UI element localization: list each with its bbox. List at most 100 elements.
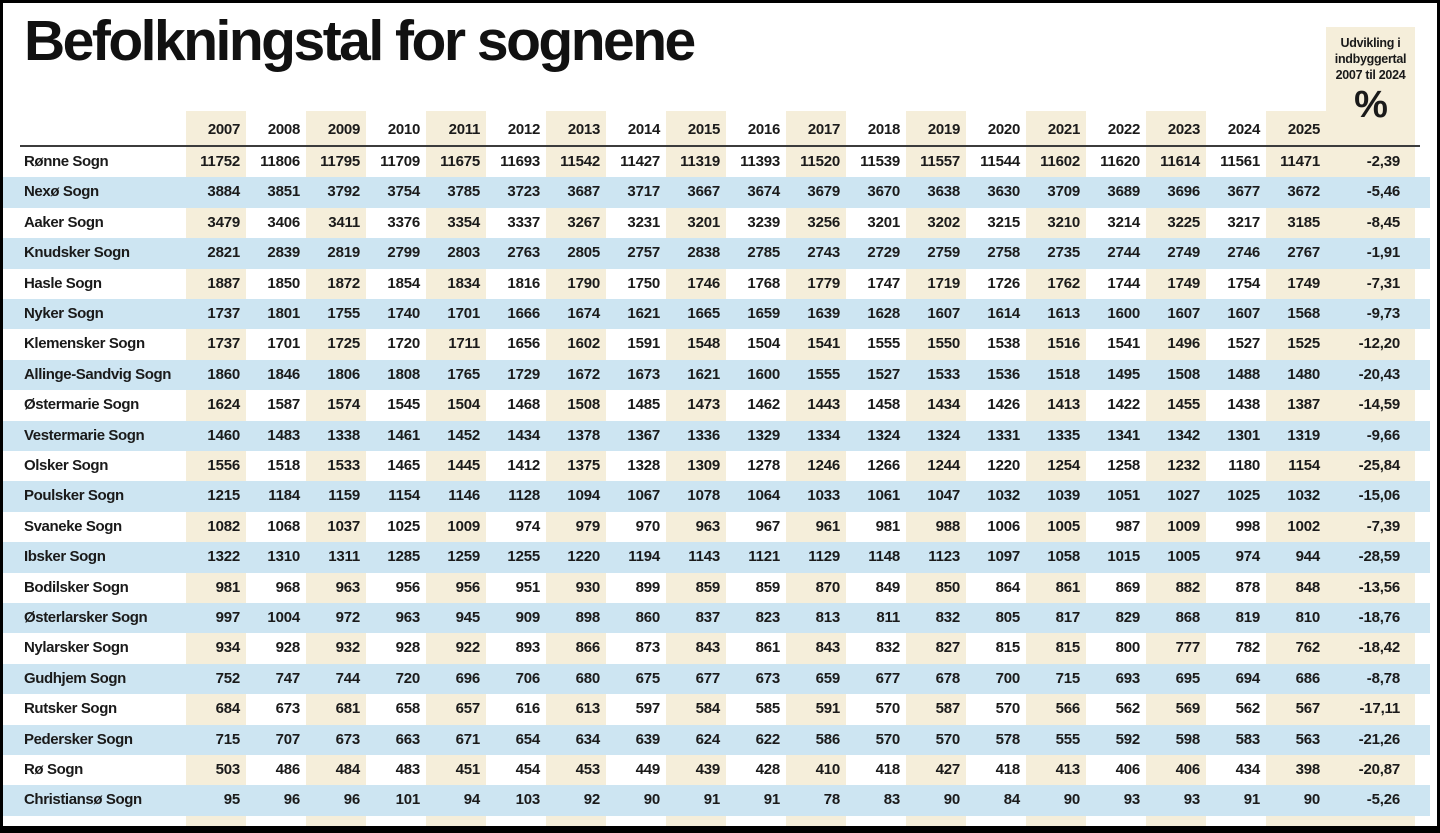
population-cell: 1148 xyxy=(868,548,900,566)
year-label: 2020 xyxy=(987,121,1020,138)
population-cell: 1324 xyxy=(867,426,900,444)
change-cell: -5,26 xyxy=(1366,791,1400,809)
population-cell: 84 xyxy=(1003,791,1020,809)
population-cell: 1232 xyxy=(1146,451,1206,482)
population-cell: 11319 xyxy=(666,147,726,178)
population-cell: 974 xyxy=(1235,548,1261,566)
population-cell: 1254 xyxy=(1026,451,1086,482)
population-cell: 92 xyxy=(583,791,600,809)
population-cell: 1324 xyxy=(927,426,960,444)
year-label: 2016 xyxy=(747,121,780,138)
population-cell: 930 xyxy=(546,572,606,603)
population-cell: 3689 xyxy=(1107,183,1140,201)
population-cell: 1051 xyxy=(1107,487,1140,505)
population-cell: 1338 xyxy=(327,426,360,444)
population-cell: 1790 xyxy=(546,268,606,299)
population-cell: 706 xyxy=(515,669,541,687)
parish-name: Rø Sogn xyxy=(24,761,83,778)
population-cell: 744 xyxy=(335,669,361,687)
population-cell: 866 xyxy=(546,633,606,664)
column-stripe xyxy=(1266,816,1326,826)
population-cell: 934 xyxy=(186,633,246,664)
population-cell: 1154 xyxy=(388,487,420,505)
population-cell: 439 xyxy=(666,755,726,786)
population-cell: 963 xyxy=(395,609,421,626)
population-cell: 829 xyxy=(1115,609,1141,626)
population-cell: 1550 xyxy=(906,329,966,360)
year-label: 2011 xyxy=(426,111,486,145)
population-cell: 837 xyxy=(695,609,721,626)
population-cell: 1808 xyxy=(387,365,420,383)
population-cell: 1765 xyxy=(447,365,480,383)
population-cell: 1334 xyxy=(807,426,840,444)
population-cell: 1322 xyxy=(207,548,240,566)
population-cell: 1445 xyxy=(426,451,486,482)
change-cell: -12,20 xyxy=(1326,329,1415,360)
population-cell: 95 xyxy=(223,791,240,809)
population-cell: 1518 xyxy=(267,457,300,474)
population-cell: 1504 xyxy=(747,335,780,353)
population-cell: 678 xyxy=(935,669,961,687)
population-cell: 1541 xyxy=(786,329,846,360)
population-cell: 680 xyxy=(575,669,601,687)
population-cell: 584 xyxy=(666,694,726,725)
population-cell: 922 xyxy=(426,633,486,664)
population-cell: 1129 xyxy=(808,548,840,566)
change-cell: -25,84 xyxy=(1326,451,1415,482)
population-cell: 90 xyxy=(643,791,660,809)
year-label: 2015 xyxy=(666,111,726,145)
population-cell: 1621 xyxy=(687,365,720,383)
population-cell: 1311 xyxy=(328,548,360,566)
population-cell: 1496 xyxy=(1146,329,1206,360)
population-cell: 1006 xyxy=(987,517,1020,535)
population-cell: 700 xyxy=(995,669,1021,687)
population-cell: 3231 xyxy=(627,213,660,231)
population-cell: 2758 xyxy=(987,244,1020,262)
table-row: Østermarie Sogn 1624 1587 1574 1545 1504 1468 1… xyxy=(3,390,1430,421)
year-label: 2022 xyxy=(1107,121,1140,138)
table-row: Østerlarsker Sogn 997 1004 972 963 945 909 898 8… xyxy=(3,603,1430,634)
population-cell: 686 xyxy=(1295,669,1321,687)
population-cell: 434 xyxy=(1235,761,1261,778)
population-cell: 1460 xyxy=(207,426,240,444)
population-cell: 1541 xyxy=(1107,335,1140,353)
population-cell: 1587 xyxy=(267,396,300,414)
population-cell: 2805 xyxy=(567,244,600,262)
population-cell: 569 xyxy=(1146,694,1206,725)
population-cell: 1033 xyxy=(807,487,840,505)
population-cell: 815 xyxy=(1026,633,1086,664)
population-cell: 878 xyxy=(1235,578,1261,596)
parish-name: Aaker Sogn xyxy=(24,213,104,231)
population-cell: 3677 xyxy=(1227,183,1260,201)
population-cell: 873 xyxy=(635,639,661,657)
population-cell: 3696 xyxy=(1167,183,1200,201)
year-label: 2007 xyxy=(186,111,246,145)
population-cell: 972 xyxy=(335,609,361,626)
population-cell: 1860 xyxy=(207,365,240,383)
population-cell: 484 xyxy=(306,755,366,786)
population-cell: 859 xyxy=(755,578,781,596)
population-cell: 1600 xyxy=(1107,305,1140,322)
parish-name: Pedersker Sogn xyxy=(24,730,133,748)
change-cell: -7,31 xyxy=(1326,268,1415,299)
population-cell: 3201 xyxy=(666,207,726,239)
change-cell: -20,43 xyxy=(1358,365,1401,383)
change-header-line3: 2007 til 2024 xyxy=(1335,68,1406,82)
population-cell: 2785 xyxy=(747,244,780,262)
table-row: Svaneke Sogn 1082 1068 1037 1025 1009 974 979 97… xyxy=(3,511,1430,543)
population-cell: 83 xyxy=(883,791,900,809)
population-cell: 1516 xyxy=(1026,329,1086,360)
population-cell: 1462 xyxy=(747,396,780,414)
population-cell: 613 xyxy=(546,694,606,725)
population-cell: 968 xyxy=(275,578,301,596)
population-cell: 3670 xyxy=(867,183,900,201)
parish-name: Nexø Sogn xyxy=(24,183,99,201)
population-cell: 811 xyxy=(876,609,900,626)
population-cell: 91 xyxy=(1243,791,1260,809)
population-cell: 1005 xyxy=(1167,548,1200,566)
population-cell: 3479 xyxy=(186,207,246,239)
population-cell: 93 xyxy=(1123,791,1140,809)
change-cell: -14,59 xyxy=(1326,390,1415,421)
population-cell: 90 xyxy=(1303,791,1320,809)
population-cell: 2819 xyxy=(327,244,360,262)
